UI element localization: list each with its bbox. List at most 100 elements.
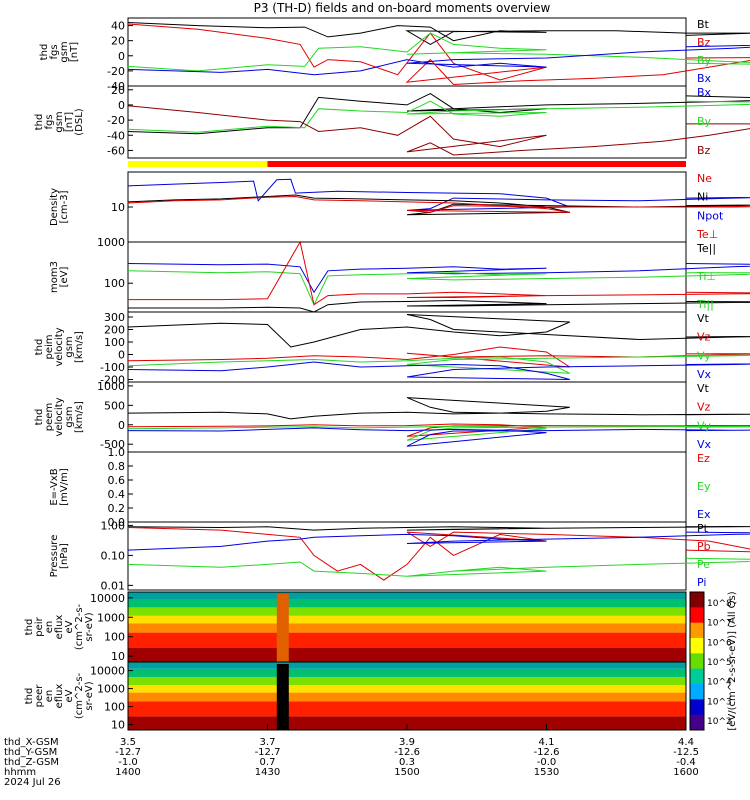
legend-entry: Bx bbox=[697, 86, 712, 99]
colorbar-segment bbox=[690, 622, 704, 639]
legend: Pt Pb Pe Pi bbox=[697, 522, 711, 589]
y-axis-label-line: [km/s] bbox=[74, 331, 85, 363]
series-line-green bbox=[127, 425, 750, 441]
y-tick-label: 1000 bbox=[97, 380, 125, 393]
legend: Bx By Bz bbox=[697, 86, 712, 157]
legend: Vt Vz Vy Vx bbox=[697, 382, 712, 451]
x-row-value: 3.7 bbox=[260, 737, 276, 748]
legend-entry: Pt bbox=[697, 522, 709, 535]
legend-entry: Ex bbox=[697, 508, 711, 521]
x-row-value: 1600 bbox=[673, 767, 698, 778]
spectrogram-band bbox=[128, 685, 686, 693]
legend-entry: Bt bbox=[697, 18, 710, 31]
legend-entry: Npot bbox=[697, 209, 724, 222]
y-tick-label: 100 bbox=[104, 701, 125, 714]
y-axis-label-line: peir bbox=[34, 616, 45, 636]
colorbar-unit-label: [eV/(cm^2-s-sr-eV)] (All Qs) bbox=[727, 591, 738, 730]
y-axis-label: thd peir en eflux eV (cm^2-s-sr-eV) bbox=[24, 603, 95, 650]
y-axis-label-line: thd bbox=[24, 688, 35, 705]
y-ticks: 1000 100 bbox=[97, 236, 133, 290]
x-row-value: 1530 bbox=[534, 767, 559, 778]
y-tick-label: -200 bbox=[100, 374, 125, 387]
legend-entry: Vz bbox=[697, 331, 711, 344]
series-line-black bbox=[128, 299, 750, 313]
spectrogram-band bbox=[128, 623, 686, 633]
series-group bbox=[127, 314, 750, 380]
colorbar-tick-label: 10^6 bbox=[707, 638, 732, 648]
series-line-green bbox=[127, 354, 750, 374]
x-row-value: -12.7 bbox=[255, 747, 281, 758]
legend-entry: Bx bbox=[697, 72, 712, 85]
spectrogram-band bbox=[128, 615, 686, 624]
spectrogram-band bbox=[128, 662, 686, 669]
y-tick-label: 300 bbox=[104, 311, 125, 324]
y-tick-label: 0.2 bbox=[108, 502, 126, 515]
spectrogram-band bbox=[128, 701, 686, 717]
y-axis-label-line: [nT] bbox=[64, 112, 75, 132]
y-axis-label: E=-VxB [mV/m] bbox=[49, 468, 70, 506]
legend-entry: Vy bbox=[697, 419, 711, 432]
y-ticks: 1.00.80.60.40.20.0 bbox=[108, 446, 133, 529]
y-tick-label: 10 bbox=[111, 650, 125, 663]
panel-6: 1.00.80.60.40.20.0 E=-VxB [mV/m] Ez Ey Ex bbox=[49, 446, 711, 529]
x-row-value: -1.0 bbox=[118, 757, 138, 768]
spectrogram-9 bbox=[128, 662, 686, 730]
legend-entry: Bz bbox=[697, 36, 711, 49]
colorbar-segment bbox=[690, 684, 704, 700]
y-axis-label-line: eV bbox=[64, 689, 75, 702]
spectrogram-band bbox=[128, 668, 686, 677]
y-axis-label-line: velocity bbox=[54, 327, 65, 366]
y-axis-label-line: eflux bbox=[54, 684, 65, 709]
series-line-blue bbox=[127, 178, 750, 211]
legend-entry: Pb bbox=[697, 540, 711, 553]
legend-entry: Ti⊥ bbox=[696, 270, 716, 283]
series-group bbox=[127, 178, 750, 216]
series-line-red bbox=[127, 195, 750, 213]
y-tick-label: 0 bbox=[118, 419, 125, 432]
spectrogram-band bbox=[128, 648, 686, 662]
y-ticks: 10 bbox=[111, 201, 133, 214]
series-group bbox=[127, 22, 750, 86]
y-ticks: 20 0 -20 -40 -60 bbox=[107, 84, 133, 157]
x-row-value: 0.3 bbox=[399, 757, 415, 768]
panel-0: 40 20 0 -20 -40 thd fgs gsm [nT] Bt Bz By Bx bbox=[39, 17, 750, 93]
y-axis-label-line: fgs bbox=[49, 44, 60, 59]
y-ticks: 1.00 0.10 0.01 bbox=[101, 519, 133, 592]
y-axis-label-line: Pressure bbox=[49, 535, 60, 578]
y-axis-label: thd peer en eflux eV (cm^2-s-sr-eV) bbox=[24, 672, 95, 719]
colorbar-segment bbox=[690, 668, 704, 685]
series-line-blue bbox=[127, 427, 750, 447]
y-tick-label: 0.10 bbox=[101, 549, 126, 562]
y-axis-label-line: [mV/m] bbox=[59, 468, 70, 506]
y-axis-label-line: en bbox=[44, 690, 55, 703]
y-ticks: 10000 1000 100 10 bbox=[90, 665, 133, 732]
y-axis-label-line: peem bbox=[44, 403, 55, 431]
panel-border bbox=[127, 381, 687, 453]
y-axis-label-line: (DSL) bbox=[74, 108, 85, 136]
series-group bbox=[127, 240, 750, 313]
spectrogram-band bbox=[128, 592, 686, 599]
x-row-label: hhmm bbox=[4, 767, 36, 778]
legend-entry: Vx bbox=[697, 438, 712, 451]
series-line-green bbox=[127, 32, 750, 72]
y-axis-label-line: gsm bbox=[64, 336, 75, 357]
y-tick-label: 1000 bbox=[97, 236, 125, 249]
y-tick-label: 500 bbox=[104, 399, 125, 412]
y-tick-label: 1000 bbox=[97, 611, 125, 624]
y-axis-label: thd peem velocity gsm [km/s] bbox=[34, 397, 85, 436]
data-gap-column bbox=[276, 664, 289, 730]
panel-1: 20 0 -20 -40 -60 thd fgs gsm [nT] (DSL) Bx By Bz bbox=[34, 84, 750, 159]
series-group bbox=[127, 525, 750, 581]
legend-entry: Bz bbox=[697, 144, 711, 157]
y-axis-label-line: thd bbox=[24, 619, 35, 636]
x-row-value: 4.4 bbox=[678, 737, 694, 748]
y-tick-label: 0 bbox=[118, 99, 125, 112]
series-line-red bbox=[127, 23, 750, 86]
x-row-value: 4.1 bbox=[539, 737, 555, 748]
chart-title: P3 (TH-D) fields and on-board moments ov… bbox=[254, 1, 551, 15]
y-axis-label: thd fgs gsm [nT] (DSL) bbox=[34, 108, 85, 136]
x-row-value: 1430 bbox=[255, 767, 280, 778]
y-axis-label-line: (cm^2-s- bbox=[74, 672, 85, 719]
